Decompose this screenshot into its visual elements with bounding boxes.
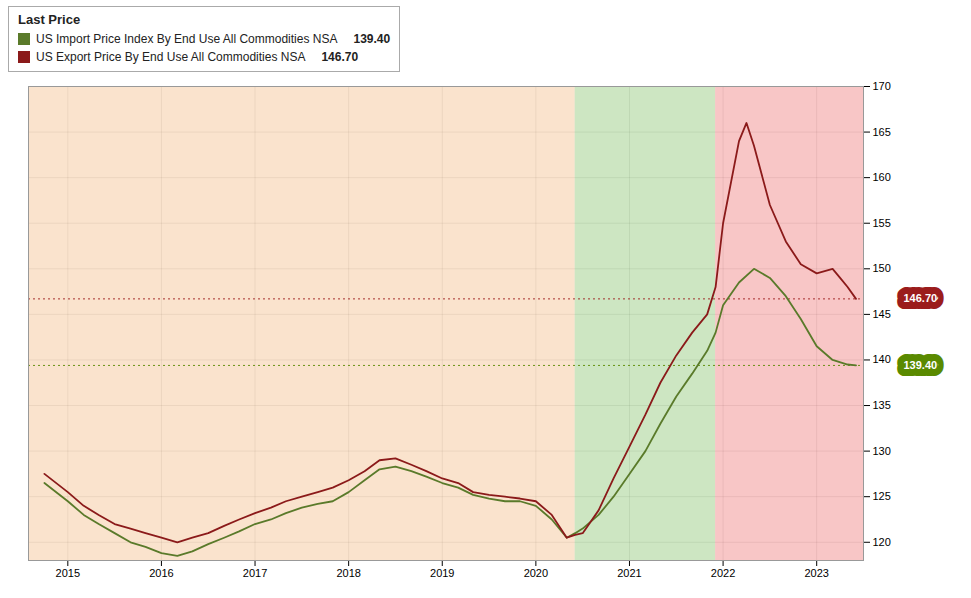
svg-text:150: 150 [873, 262, 891, 274]
svg-text:146.70: 146.70 [904, 292, 938, 304]
svg-text:2022: 2022 [711, 567, 735, 579]
html-text:146.70: 146.70 [321, 50, 359, 64]
svg-text:2021: 2021 [617, 567, 641, 579]
svg-text:120: 120 [873, 536, 891, 548]
svg-text:165: 165 [873, 126, 891, 138]
svg-text:2019: 2019 [430, 567, 454, 579]
svg-text:160: 160 [873, 171, 891, 183]
svg-text:2020: 2020 [524, 567, 548, 579]
html-text:Last Price: Last Price [18, 12, 81, 27]
svg-text:125: 125 [873, 490, 891, 502]
svg-text:170: 170 [873, 80, 891, 92]
svg-text:135: 135 [873, 399, 891, 411]
svg-text:2023: 2023 [804, 567, 828, 579]
svg-text:139.40: 139.40 [904, 359, 938, 371]
svg-text:145: 145 [873, 308, 891, 320]
svg-text:2017: 2017 [243, 567, 267, 579]
html-text:US Import Price Index By End U: US Import Price Index By End Use All Com… [36, 32, 338, 46]
svg-text:2016: 2016 [149, 567, 173, 579]
svg-text:2018: 2018 [336, 567, 360, 579]
html-text:US Export Price By End Use All: US Export Price By End Use All Commoditi… [36, 50, 306, 64]
svg-text:155: 155 [873, 217, 891, 229]
svg-text:2015: 2015 [56, 567, 80, 579]
svg-text:130: 130 [873, 445, 891, 457]
html-text:139.40: 139.40 [353, 32, 391, 46]
svg-text:140: 140 [873, 353, 891, 365]
